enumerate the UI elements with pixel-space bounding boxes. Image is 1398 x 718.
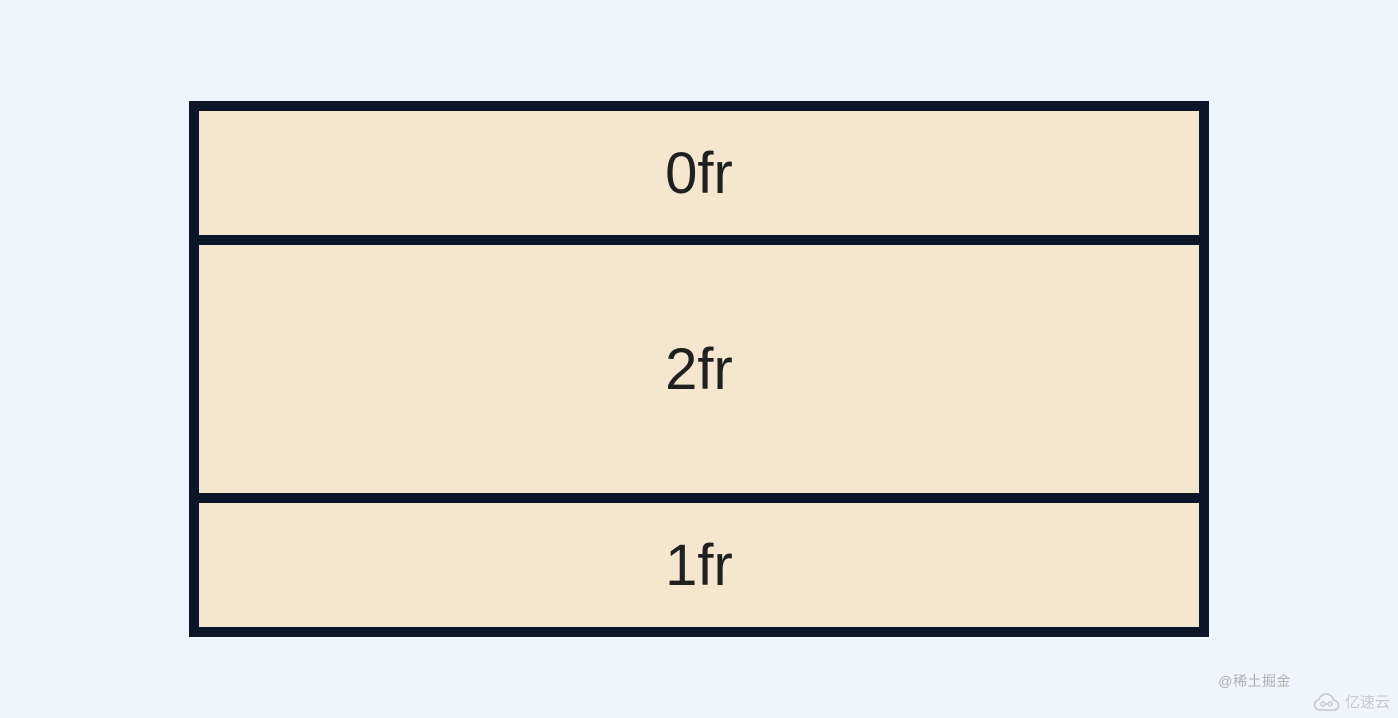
grid-row-1: 2fr <box>199 245 1199 493</box>
grid-row-0: 0fr <box>199 111 1199 235</box>
watermark-author: @稀土掘金 <box>1218 671 1291 691</box>
grid-container: 0fr 2fr 1fr <box>189 101 1209 637</box>
cloud-icon <box>1313 693 1341 711</box>
watermark-logo: 亿速云 <box>1313 691 1390 712</box>
watermark-logo-text: 亿速云 <box>1345 691 1390 712</box>
grid-row-label: 2fr <box>665 336 733 403</box>
grid-row-2: 1fr <box>199 503 1199 627</box>
grid-row-label: 1fr <box>665 532 733 599</box>
grid-row-label: 0fr <box>665 140 733 207</box>
